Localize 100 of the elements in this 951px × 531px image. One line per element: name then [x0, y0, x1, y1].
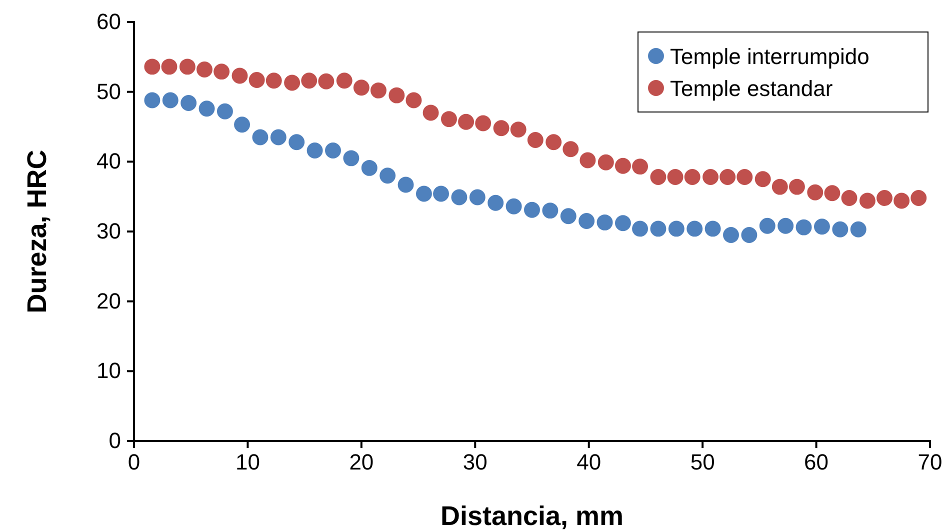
- point: [754, 171, 771, 188]
- point: [216, 103, 233, 120]
- point: [832, 221, 848, 238]
- point: [759, 218, 776, 234]
- x-tick-label: 20: [349, 450, 374, 475]
- point: [162, 92, 178, 108]
- point: [736, 169, 753, 185]
- point: [234, 116, 250, 133]
- point: [433, 186, 450, 202]
- point: [524, 202, 540, 218]
- point: [614, 215, 631, 232]
- y-tick-label: 20: [96, 288, 121, 314]
- x-tick-label: 60: [804, 450, 829, 475]
- point: [546, 134, 562, 150]
- point: [288, 134, 305, 150]
- y-tick-label: 0: [108, 428, 121, 454]
- point: [252, 129, 268, 146]
- point: [451, 189, 468, 206]
- point: [422, 104, 439, 121]
- y-tick-label: 40: [96, 148, 121, 174]
- point: [632, 220, 648, 237]
- point: [650, 169, 666, 185]
- y-tick-label: 10: [96, 358, 121, 384]
- point: [510, 122, 526, 138]
- point: [684, 169, 700, 185]
- point: [475, 115, 492, 132]
- point: [306, 142, 323, 158]
- point: [318, 73, 334, 90]
- point: [741, 227, 758, 243]
- point: [542, 202, 558, 219]
- point: [562, 141, 579, 158]
- point: [778, 218, 794, 234]
- point: [850, 221, 866, 238]
- point: [667, 169, 684, 185]
- point: [859, 192, 876, 209]
- point: [458, 114, 474, 130]
- x-tick-label: 40: [576, 450, 602, 475]
- point: [266, 72, 282, 89]
- point: [876, 190, 892, 206]
- point: [161, 58, 178, 75]
- y-tick-label: 50: [96, 78, 121, 104]
- point: [144, 58, 160, 75]
- point: [894, 192, 910, 209]
- point: [380, 168, 396, 184]
- point: [488, 194, 504, 211]
- point: [406, 92, 422, 108]
- x-tick-label: 30: [462, 450, 488, 475]
- point: [614, 158, 631, 174]
- point: [388, 87, 405, 104]
- point: [723, 227, 739, 243]
- point: [301, 72, 318, 89]
- x-axis-title: Distancia, mm: [440, 501, 624, 531]
- point: [527, 132, 544, 148]
- point: [632, 158, 648, 175]
- x-tick-label: 50: [690, 450, 715, 475]
- point: [144, 92, 160, 108]
- point: [704, 220, 721, 237]
- point: [325, 142, 341, 158]
- legend-label: Temple estandar: [670, 76, 833, 101]
- point: [179, 58, 196, 75]
- point: [398, 176, 414, 193]
- point: [493, 120, 510, 136]
- point: [469, 189, 486, 206]
- point: [580, 152, 596, 168]
- point: [788, 178, 805, 195]
- y-tick-label: 60: [96, 9, 121, 34]
- point: [284, 74, 300, 91]
- point: [841, 190, 858, 206]
- point: [598, 154, 614, 170]
- point: [506, 198, 522, 214]
- point: [686, 220, 703, 237]
- point: [578, 213, 595, 229]
- point: [416, 186, 432, 202]
- y-tick-label: 30: [96, 218, 121, 244]
- point: [180, 95, 197, 111]
- point: [596, 214, 613, 230]
- point: [248, 72, 265, 88]
- point: [214, 64, 230, 80]
- point: [441, 111, 457, 128]
- x-tick-label: 70: [918, 450, 942, 475]
- point: [196, 62, 212, 78]
- point: [198, 100, 215, 117]
- point: [824, 185, 840, 202]
- point: [343, 150, 360, 166]
- point: [796, 219, 812, 236]
- point: [650, 220, 666, 237]
- y-axis-title: Dureza, HRC: [22, 150, 52, 314]
- point: [336, 72, 352, 89]
- legend-label: Temple interrumpido: [670, 44, 870, 69]
- point: [353, 80, 370, 96]
- point: [370, 82, 386, 98]
- point: [668, 220, 684, 237]
- x-tick-label: 0: [128, 450, 140, 475]
- point: [910, 190, 927, 206]
- point: [814, 218, 830, 235]
- point: [560, 208, 576, 224]
- point: [232, 68, 248, 84]
- point: [807, 184, 824, 200]
- point: [702, 169, 719, 185]
- point: [720, 169, 736, 185]
